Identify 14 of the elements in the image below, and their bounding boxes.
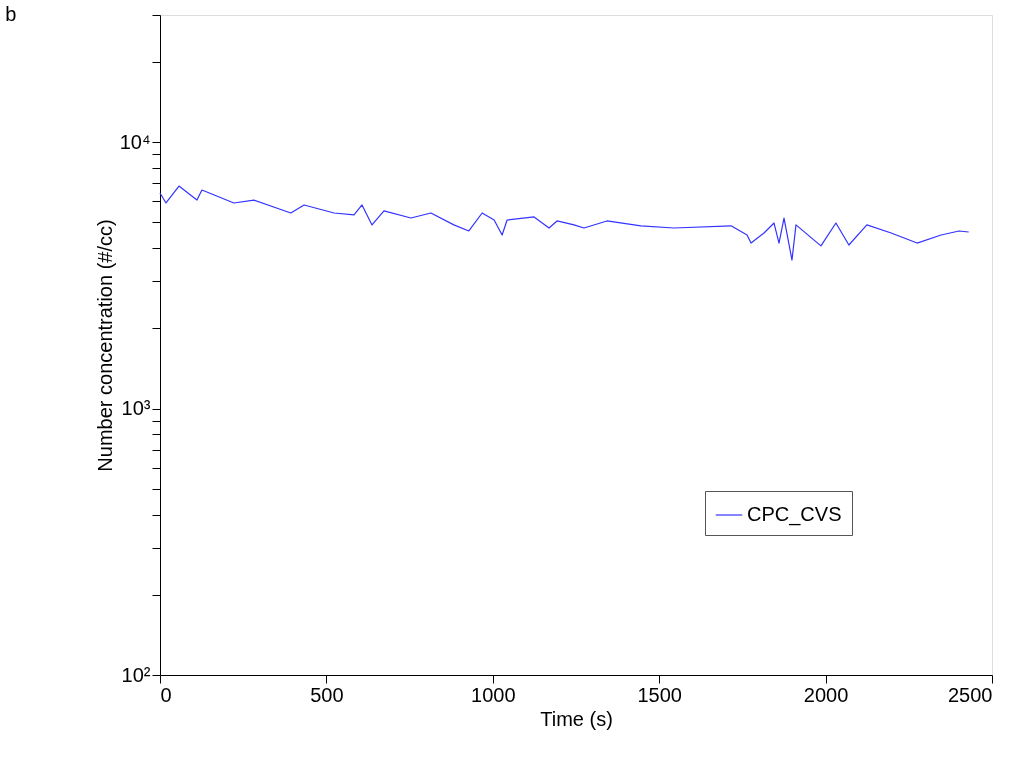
y-tick-label: 10²: [121, 663, 151, 686]
x-tick-label: 0: [160, 683, 172, 706]
x-tick-label: 1000: [471, 683, 516, 706]
line-series: [159, 185, 970, 261]
x-axis-title: Time (s): [540, 707, 613, 730]
x-tick-label: 500: [310, 683, 344, 706]
legend-label: CPC_CVS: [747, 503, 842, 526]
y-tick-label: 10⁴: [119, 130, 151, 153]
chart-title: b: [5, 3, 17, 25]
y-tick-label: 10³: [121, 397, 151, 420]
x-tick-label: 2500: [948, 683, 993, 706]
y-axis-title: Number concentration (#/cc): [93, 219, 116, 472]
x-tick-label: 2000: [803, 683, 849, 706]
x-tick-label: 1500: [637, 683, 682, 706]
